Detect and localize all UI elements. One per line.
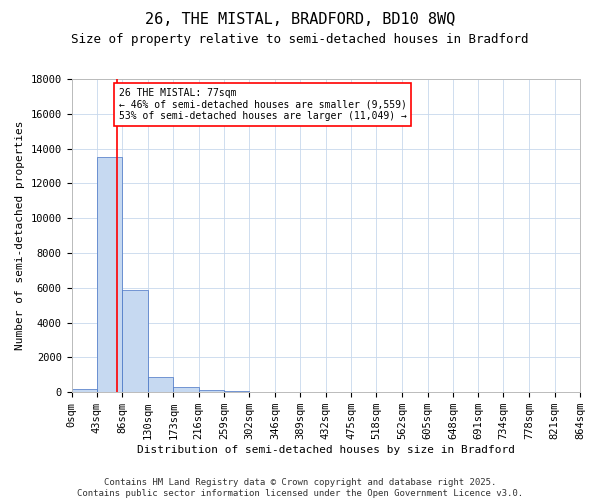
Bar [173, 387, 199, 392]
Bar [199, 390, 224, 392]
Y-axis label: Number of semi-detached properties: Number of semi-detached properties [15, 121, 25, 350]
X-axis label: Distribution of semi-detached houses by size in Bradford: Distribution of semi-detached houses by … [137, 445, 515, 455]
Text: Size of property relative to semi-detached houses in Bradford: Size of property relative to semi-detach… [71, 32, 529, 46]
Bar [224, 391, 249, 392]
Bar [71, 388, 97, 392]
Text: 26, THE MISTAL, BRADFORD, BD10 8WQ: 26, THE MISTAL, BRADFORD, BD10 8WQ [145, 12, 455, 28]
Text: 26 THE MISTAL: 77sqm
← 46% of semi-detached houses are smaller (9,559)
53% of se: 26 THE MISTAL: 77sqm ← 46% of semi-detac… [119, 88, 406, 121]
Bar [97, 158, 122, 392]
Bar [122, 290, 148, 392]
Bar [148, 376, 173, 392]
Text: Contains HM Land Registry data © Crown copyright and database right 2025.
Contai: Contains HM Land Registry data © Crown c… [77, 478, 523, 498]
